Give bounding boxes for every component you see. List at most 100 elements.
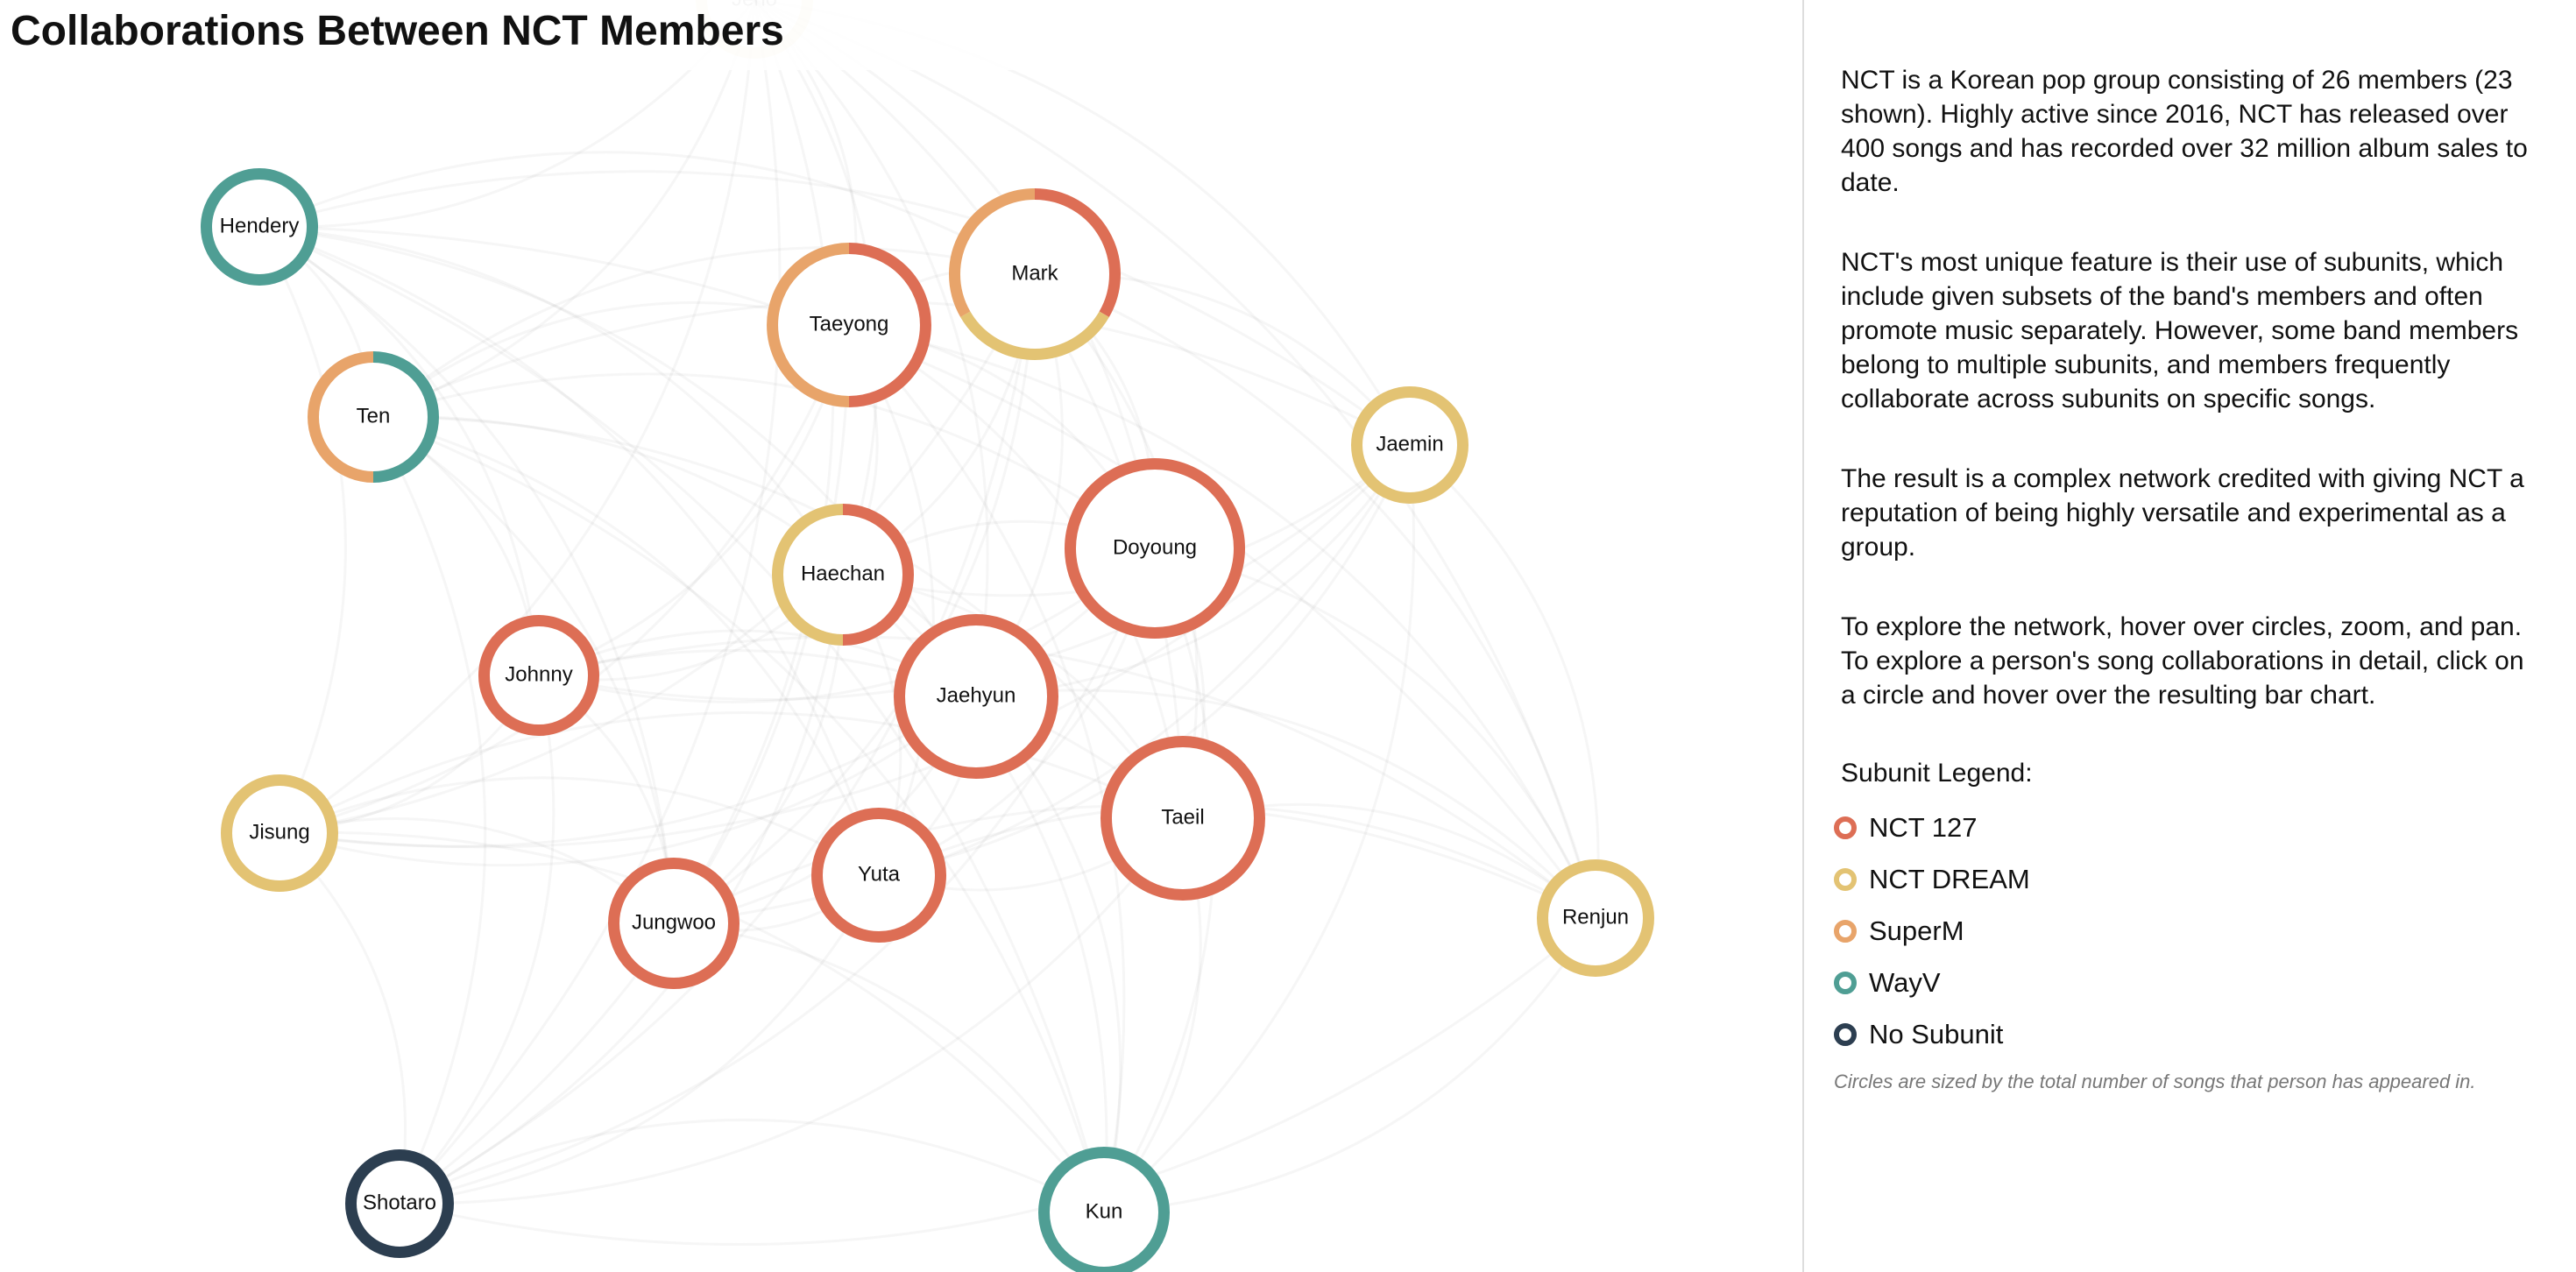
node-label: Renjun xyxy=(1562,905,1629,929)
node-fill xyxy=(1542,865,1649,972)
node-label: Kun xyxy=(1086,1199,1123,1223)
member-node[interactable]: Renjun xyxy=(1537,859,1654,977)
legend-label: SuperM xyxy=(1869,915,1964,946)
edge xyxy=(258,225,845,576)
edge xyxy=(399,324,851,1205)
node-ring xyxy=(894,614,1058,779)
edge xyxy=(538,635,1596,920)
edge xyxy=(398,0,782,1205)
legend-label: No Subunit xyxy=(1869,1019,2004,1049)
member-node[interactable]: Ten xyxy=(308,351,439,483)
member-node[interactable]: Mark xyxy=(949,188,1121,360)
node-label: Hendery xyxy=(220,214,300,237)
edge xyxy=(754,0,1185,819)
network[interactable]: JenoHenderyTenTaeyongMarkJaeminHaechanDo… xyxy=(0,0,1802,1272)
edge xyxy=(372,415,881,876)
edge xyxy=(753,0,989,697)
legend-item: No Subunit xyxy=(1834,1017,2003,1052)
node-fill xyxy=(613,863,734,984)
node-label: Jaehyun xyxy=(937,683,1016,707)
edge xyxy=(258,225,676,924)
node-fill xyxy=(899,619,1053,774)
edge xyxy=(538,547,1156,703)
member-node[interactable]: Johnny xyxy=(478,615,599,736)
legend-title: Subunit Legend: xyxy=(1841,759,2033,788)
legend-swatch xyxy=(1834,920,1857,943)
node-fill xyxy=(350,1155,449,1253)
edge xyxy=(258,151,1036,276)
member-node[interactable]: Jaemin xyxy=(1351,386,1468,504)
edge xyxy=(399,1119,1105,1214)
node-ring xyxy=(811,808,946,943)
node-ring xyxy=(1065,458,1245,639)
edge xyxy=(258,225,1597,919)
node-fill xyxy=(772,248,926,402)
edge xyxy=(372,415,1185,819)
edge xyxy=(279,711,1184,835)
edge xyxy=(372,246,1036,419)
legend-swatch xyxy=(1834,1023,1857,1046)
header-fade xyxy=(0,0,1802,70)
member-node[interactable]: Hendery xyxy=(201,168,318,286)
member-node[interactable]: Doyoung xyxy=(1065,458,1245,639)
note: Circles are sized by the total number of… xyxy=(1834,1071,2476,1092)
edge xyxy=(372,0,756,419)
sidebar: NCT is a Korean pop group consisting of … xyxy=(1802,0,2576,1272)
node-ring xyxy=(1100,736,1265,901)
member-node[interactable]: Haechan xyxy=(772,504,914,646)
member-node[interactable]: Shotaro xyxy=(345,1149,454,1258)
edge xyxy=(399,874,881,1205)
legend-item: NCT DREAM xyxy=(1834,862,2030,897)
node-label: Jungwoo xyxy=(632,910,716,934)
node-fill xyxy=(1356,392,1463,498)
node-ring-segment xyxy=(1034,188,1121,317)
node-ring xyxy=(345,1149,454,1258)
member-node[interactable]: Taeil xyxy=(1100,736,1265,901)
edge xyxy=(399,817,1185,1205)
node-ring-segment xyxy=(949,188,1036,317)
edge xyxy=(279,547,1157,848)
node-fill xyxy=(484,620,594,731)
node-ring-segment xyxy=(772,504,844,646)
member-node[interactable]: Taeyong xyxy=(767,243,931,407)
edge xyxy=(279,273,1037,835)
node-label: Yuta xyxy=(858,862,901,886)
node-ring xyxy=(1038,1147,1170,1272)
legend-swatch xyxy=(1834,868,1857,891)
edge xyxy=(975,689,1597,920)
edge xyxy=(399,273,1037,1205)
node-ring-segment xyxy=(842,504,914,646)
legend-item: WayV xyxy=(1834,965,1941,1000)
title: Collaborations Between NCT Members xyxy=(11,8,784,54)
edge xyxy=(372,415,1106,1213)
node-ring xyxy=(201,168,318,286)
edge xyxy=(279,776,880,877)
node-fill xyxy=(1070,463,1240,633)
edge xyxy=(399,548,1157,1205)
node-fill xyxy=(954,194,1115,355)
paragraph: NCT's most unique feature is their use o… xyxy=(1841,248,2519,413)
nodes: JenoHenderyTenTaeyongMarkJaeminHaechanDo… xyxy=(201,0,1654,1272)
edge xyxy=(1408,443,1600,919)
node-fill xyxy=(313,357,434,477)
member-node[interactable]: Kun xyxy=(1038,1147,1170,1272)
node-ring xyxy=(478,615,599,736)
member-node[interactable]: Yuta xyxy=(811,808,946,943)
edge xyxy=(1103,917,1597,1214)
member-node[interactable]: Jungwoo xyxy=(608,858,740,989)
node-label: Taeyong xyxy=(810,312,889,336)
member-node[interactable]: Jaehyun xyxy=(894,614,1058,779)
paragraph: To explore the network, hover over circl… xyxy=(1841,612,2524,710)
node-ring xyxy=(221,774,338,892)
edge xyxy=(847,324,935,876)
edge xyxy=(278,831,407,1205)
node-fill xyxy=(206,173,313,280)
edges xyxy=(258,0,1600,1247)
edge xyxy=(399,916,1596,1247)
paragraph: NCT is a Korean pop group consisting of … xyxy=(1841,66,2528,197)
node-ring xyxy=(1537,859,1654,977)
member-node[interactable]: Jisung xyxy=(221,774,338,892)
edge xyxy=(372,372,1156,550)
edge xyxy=(754,0,1597,919)
